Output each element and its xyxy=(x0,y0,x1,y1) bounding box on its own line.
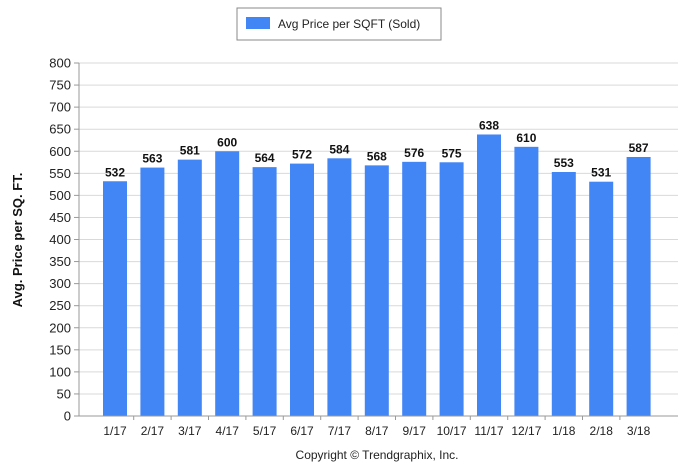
data-label: 563 xyxy=(142,152,162,166)
y-tick-label: 350 xyxy=(49,254,71,269)
legend: Avg Price per SQFT (Sold) xyxy=(236,7,442,41)
x-tick-label: 5/17 xyxy=(253,424,277,438)
x-tick-label: 6/17 xyxy=(290,424,314,438)
bar-2-17 xyxy=(140,167,165,416)
y-tick-label: 0 xyxy=(64,409,71,424)
x-tick-label: 1/18 xyxy=(552,424,576,438)
bar-11-17 xyxy=(477,134,501,417)
y-tick-label: 550 xyxy=(49,166,71,181)
bar-2-18 xyxy=(589,181,614,416)
x-tick-label: 1/17 xyxy=(103,424,127,438)
legend-swatch xyxy=(246,17,270,29)
data-label: 531 xyxy=(591,166,611,180)
y-tick-label: 750 xyxy=(49,78,71,93)
legend-label: Avg Price per SQFT (Sold) xyxy=(278,17,420,31)
data-label: 600 xyxy=(217,135,237,149)
bar-3-17 xyxy=(177,159,202,417)
bar-9-17 xyxy=(402,161,427,416)
data-label: 575 xyxy=(442,146,462,160)
y-tick-label: 250 xyxy=(49,298,71,313)
legend-box xyxy=(236,7,442,41)
y-tick-label: 500 xyxy=(49,188,71,203)
bar-8-17 xyxy=(364,165,389,416)
bar-12-17 xyxy=(514,146,539,416)
x-tick-label: 12/17 xyxy=(511,424,541,438)
data-label: 553 xyxy=(554,156,574,170)
data-label: 581 xyxy=(180,144,200,158)
bar-4-17 xyxy=(215,151,240,416)
y-tick-label: 400 xyxy=(49,232,71,247)
x-tick-label: 10/17 xyxy=(437,424,467,438)
y-tick-label: 150 xyxy=(49,342,71,357)
y-axis-ticks: 0 50 100 150 200 250 300 350 400 450 500 550 600 650 7… xyxy=(49,56,79,424)
y-tick-label: 650 xyxy=(49,122,71,137)
data-label: 568 xyxy=(367,149,387,163)
x-tick-label: 11/17 xyxy=(474,424,503,438)
y-axis-title: Avg. Price per SQ. FT. xyxy=(10,173,25,308)
data-label: 584 xyxy=(329,142,349,156)
x-axis-ticks: 1/17 2/17 3/17 4/17 5/17 6/17 7/17 8/17 9/17 10/1… xyxy=(103,416,651,438)
bar-5-17 xyxy=(252,167,277,416)
x-tick-label: 2/17 xyxy=(141,424,165,438)
x-tick-label: 4/17 xyxy=(216,424,240,438)
data-label: 610 xyxy=(516,131,536,145)
bar-6-17 xyxy=(290,163,314,416)
y-tick-label: 200 xyxy=(49,320,71,335)
x-tick-label: 2/18 xyxy=(590,424,614,438)
copyright-text: Copyright © Trendgraphix, Inc. xyxy=(296,448,459,462)
data-label: 587 xyxy=(629,141,649,155)
data-label: 572 xyxy=(292,148,312,162)
bar-7-17 xyxy=(327,158,352,416)
bar-1-18 xyxy=(551,171,576,416)
y-tick-label: 450 xyxy=(49,210,71,225)
data-label: 564 xyxy=(255,151,275,165)
y-tick-label: 700 xyxy=(49,100,71,115)
bars xyxy=(103,134,651,417)
x-tick-label: 9/17 xyxy=(403,424,427,438)
x-tick-label: 7/17 xyxy=(328,424,352,438)
data-label: 638 xyxy=(479,118,499,132)
y-tick-label: 800 xyxy=(49,56,71,71)
bar-1-17 xyxy=(103,181,127,416)
y-tick-label: 600 xyxy=(49,144,71,159)
data-labels: 532 563 581 600 564 572 584 568 576 575 638 610 553 5… xyxy=(105,118,649,179)
bar-3-18 xyxy=(626,156,651,416)
data-label: 532 xyxy=(105,165,125,179)
y-tick-label: 100 xyxy=(49,364,71,379)
x-tick-label: 8/17 xyxy=(365,424,389,438)
bar-10-17 xyxy=(439,162,464,416)
data-label: 576 xyxy=(404,146,424,160)
x-tick-label: 3/18 xyxy=(627,424,651,438)
y-tick-label: 300 xyxy=(49,276,71,291)
y-tick-label: 50 xyxy=(57,386,71,401)
x-tick-label: 3/17 xyxy=(178,424,202,438)
